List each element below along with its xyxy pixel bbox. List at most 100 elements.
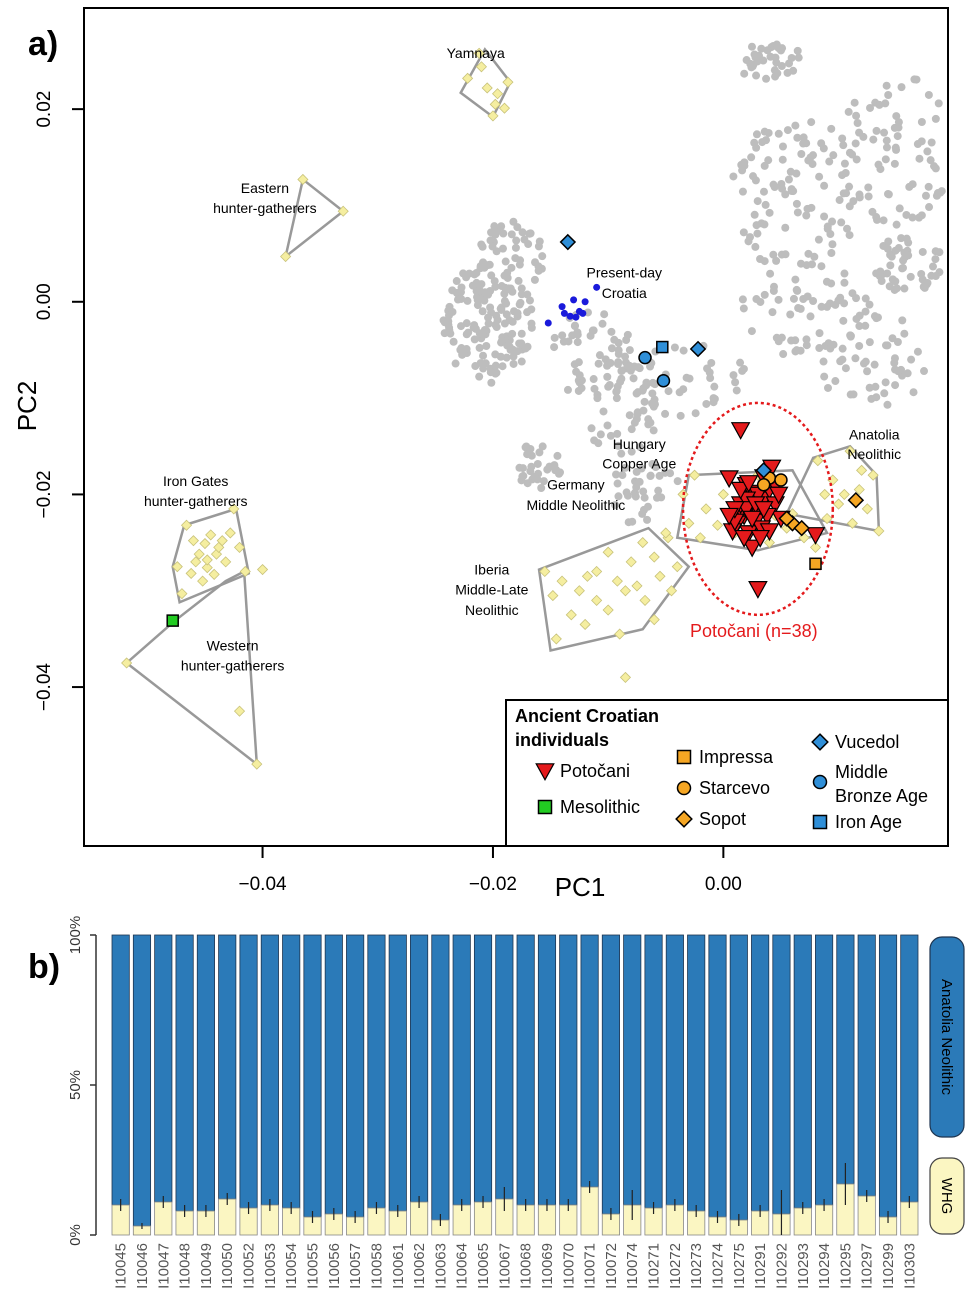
anatolia-neolithic-bar bbox=[452, 934, 471, 1206]
background-point bbox=[806, 153, 815, 162]
background-point bbox=[840, 299, 849, 308]
background-point bbox=[487, 378, 496, 387]
reference-point bbox=[763, 537, 776, 549]
background-point bbox=[545, 462, 554, 471]
potocani-point bbox=[750, 529, 771, 548]
background-point bbox=[649, 426, 658, 435]
background-point bbox=[570, 321, 579, 330]
background-point bbox=[451, 359, 460, 368]
background-point bbox=[497, 305, 506, 314]
background-point bbox=[512, 236, 521, 245]
background-point bbox=[764, 128, 773, 137]
reference-point bbox=[625, 556, 637, 568]
legend-marker-middle_bronze_age bbox=[812, 774, 828, 790]
croatia-point bbox=[572, 313, 580, 321]
background-point bbox=[527, 319, 536, 328]
background-point bbox=[526, 229, 535, 238]
potocani-point bbox=[753, 501, 774, 519]
panel-a-letter: a) bbox=[28, 25, 58, 63]
sample-label: I10065 bbox=[475, 1243, 492, 1289]
reference-point bbox=[619, 671, 632, 684]
impressa-point bbox=[809, 557, 822, 571]
background-point bbox=[738, 187, 747, 196]
group-label: Germany bbox=[547, 477, 605, 493]
background-point bbox=[559, 337, 568, 346]
reference-point bbox=[205, 529, 217, 541]
background-point bbox=[815, 329, 824, 338]
sample-label: I10063 bbox=[432, 1243, 449, 1289]
vucedol-point bbox=[689, 340, 707, 358]
background-point bbox=[882, 143, 891, 152]
reference-point bbox=[660, 527, 672, 539]
potocani-point bbox=[805, 527, 826, 545]
background-point bbox=[909, 388, 918, 397]
background-point bbox=[751, 242, 760, 251]
potocani-point bbox=[719, 507, 739, 526]
background-point bbox=[772, 256, 781, 265]
background-point bbox=[880, 389, 889, 398]
background-point bbox=[606, 431, 615, 440]
background-point bbox=[898, 316, 907, 325]
sample-label: I10297 bbox=[859, 1243, 876, 1289]
background-point bbox=[463, 296, 472, 305]
potocani-ellipse-layer bbox=[681, 401, 835, 617]
reference-point bbox=[502, 76, 514, 88]
anatolia-neolithic-bar bbox=[665, 934, 684, 1206]
background-point bbox=[624, 518, 633, 527]
background-point bbox=[865, 383, 874, 392]
background-point bbox=[855, 322, 864, 331]
background-point bbox=[575, 371, 584, 380]
background-point bbox=[629, 374, 638, 383]
background-point bbox=[796, 304, 805, 313]
background-point bbox=[890, 358, 899, 367]
legend-label-starcevo: Starcevo bbox=[699, 778, 770, 798]
background-point bbox=[553, 451, 562, 460]
anatolia-neolithic-bar bbox=[836, 934, 855, 1185]
background-point bbox=[621, 463, 630, 472]
background-point bbox=[851, 139, 860, 148]
background-point bbox=[530, 472, 539, 481]
background-point bbox=[900, 248, 909, 257]
sample-label: I10067 bbox=[496, 1243, 513, 1289]
potocani-point bbox=[748, 581, 768, 599]
reference-point bbox=[473, 47, 485, 59]
background-point bbox=[707, 358, 716, 367]
background-point bbox=[519, 471, 528, 480]
background-point bbox=[614, 441, 623, 450]
background-point bbox=[612, 394, 621, 403]
background-point bbox=[685, 374, 694, 383]
background-point bbox=[837, 218, 846, 227]
background-point bbox=[935, 248, 944, 257]
background-point bbox=[533, 459, 542, 468]
background-point bbox=[882, 136, 891, 145]
background-point bbox=[817, 262, 826, 271]
sample-label: I10292 bbox=[773, 1243, 790, 1289]
y-axis-title: PC2 bbox=[12, 381, 42, 432]
anatolia-neolithic-bar bbox=[303, 934, 322, 1218]
group-label: Neolithic bbox=[847, 446, 901, 462]
reference-point bbox=[846, 517, 858, 529]
background-point bbox=[635, 477, 644, 486]
background-point bbox=[769, 180, 778, 189]
background-point bbox=[842, 189, 851, 198]
background-point bbox=[448, 307, 457, 316]
background-point bbox=[497, 282, 506, 291]
reference-point bbox=[556, 575, 568, 587]
background-point bbox=[661, 409, 670, 418]
background-point bbox=[491, 361, 500, 370]
y-tick-label: 100% bbox=[67, 916, 84, 954]
starcevo-point bbox=[756, 478, 771, 492]
reference-point bbox=[462, 72, 474, 84]
background-point bbox=[823, 222, 832, 231]
vucedol-point bbox=[755, 462, 772, 479]
background-point bbox=[627, 447, 636, 456]
reference-point bbox=[639, 594, 651, 606]
background-point bbox=[913, 347, 922, 356]
background-point bbox=[927, 271, 936, 280]
potocani-ellipse bbox=[681, 401, 835, 617]
background-point bbox=[520, 235, 529, 244]
background-point bbox=[820, 181, 829, 190]
background-point bbox=[527, 462, 536, 471]
background-point bbox=[882, 81, 891, 90]
reference-point bbox=[547, 589, 559, 602]
